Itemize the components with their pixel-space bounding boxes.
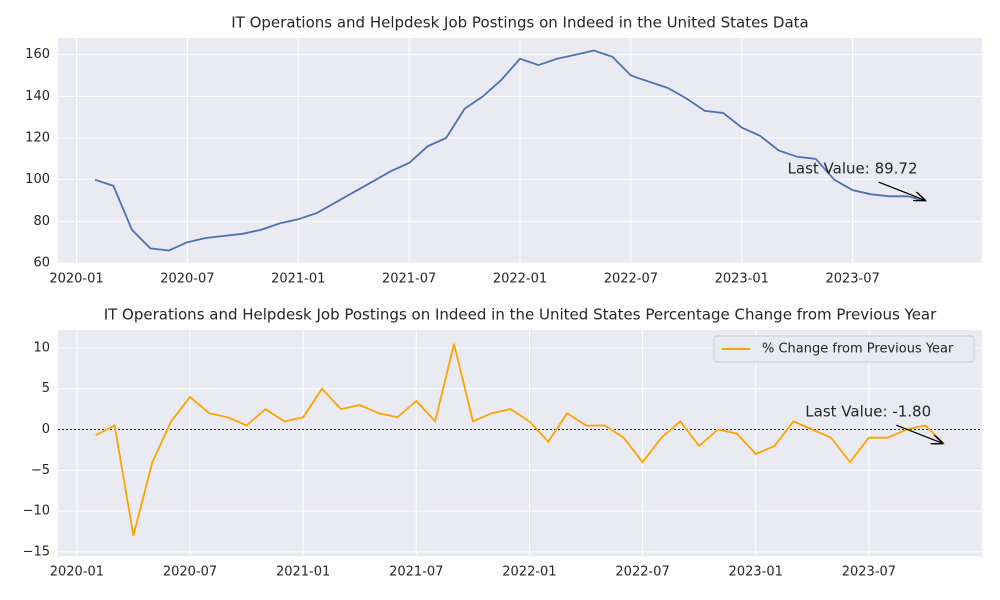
x-tick-label: 2021-07 [389, 565, 443, 580]
x-tick-label: 2023-01 [715, 272, 769, 287]
line-series [95, 343, 945, 536]
x-tick-label: 2023-01 [729, 565, 783, 580]
y-tick-label: 160 [25, 47, 50, 62]
y-tick-label: −10 [23, 504, 50, 519]
y-tick-label: 60 [33, 256, 50, 271]
line-series [94, 49, 927, 252]
x-tick-label: 2020-07 [160, 272, 214, 287]
y-tick-label: −5 [31, 463, 50, 478]
annotation-arrow [896, 424, 942, 443]
x-tick-label: 2023-07 [825, 272, 879, 287]
y-tick-label: 100 [25, 172, 50, 187]
y-tick-label: 120 [25, 131, 50, 146]
y-tick-label: 5 [42, 381, 50, 396]
x-tick-label: 2021-01 [276, 565, 330, 580]
x-tick-label: 2020-01 [49, 272, 103, 287]
x-tick-label: 2021-07 [382, 272, 436, 287]
chart-title: IT Operations and Helpdesk Job Postings … [104, 306, 937, 324]
x-tick-label: 2022-07 [604, 272, 658, 287]
y-tick-label: 140 [25, 89, 50, 104]
annotation: Last Value: -1.80 [805, 403, 931, 421]
x-tick-label: 2023-07 [842, 565, 896, 580]
legend-label: % Change from Previous Year [762, 342, 954, 357]
y-tick-label: 80 [33, 214, 50, 229]
chart-title: IT Operations and Helpdesk Job Postings … [231, 14, 808, 32]
y-tick-label: 0 [42, 422, 50, 437]
annotation-arrow [878, 181, 925, 200]
x-tick-label: 2022-01 [493, 272, 547, 287]
y-tick-label: −15 [23, 544, 50, 559]
x-tick-label: 2022-01 [502, 565, 556, 580]
legend-box [713, 335, 975, 363]
x-tick-label: 2022-07 [615, 565, 669, 580]
annotation: Last Value: 89.72 [788, 160, 918, 178]
y-tick-label: 10 [33, 340, 50, 355]
x-tick-label: 2021-01 [271, 272, 325, 287]
x-tick-label: 2020-07 [163, 565, 217, 580]
plot-area [58, 330, 982, 556]
x-tick-label: 2020-01 [50, 565, 104, 580]
